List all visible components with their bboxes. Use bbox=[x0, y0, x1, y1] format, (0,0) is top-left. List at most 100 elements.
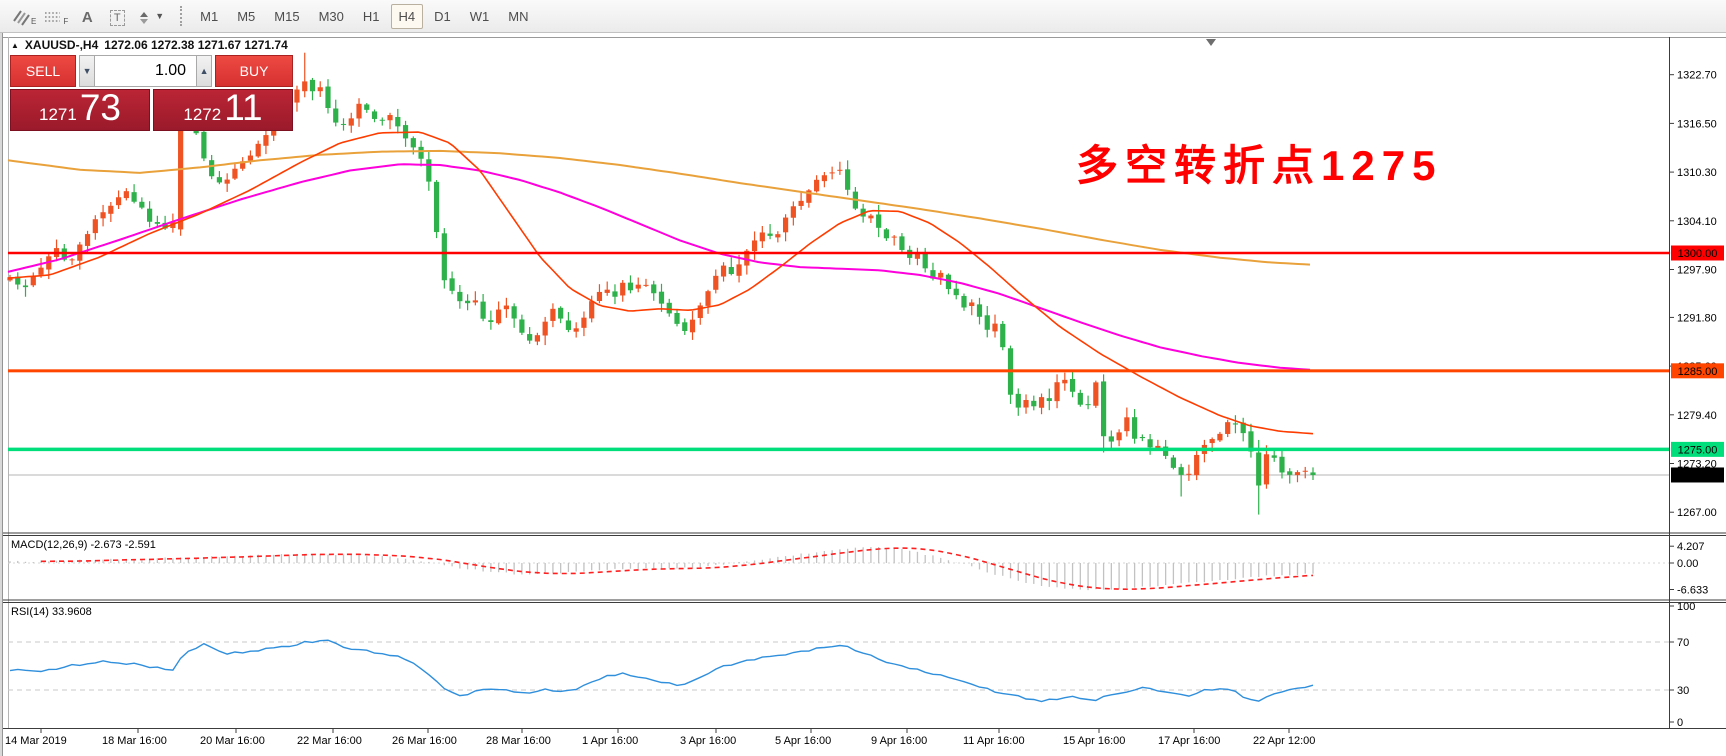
sell-price-panel[interactable]: 1271 73 bbox=[10, 89, 150, 131]
macd-axis-label: -6.633 bbox=[1677, 585, 1708, 597]
rsi-axis-label: 0 bbox=[1677, 717, 1683, 729]
candle-body bbox=[1186, 473, 1192, 475]
candle-body bbox=[115, 197, 122, 206]
candle-body bbox=[697, 305, 703, 319]
candle-body bbox=[224, 179, 230, 184]
level-price-badge bbox=[1671, 363, 1724, 379]
arrange-arrows-icon[interactable]: ▼ bbox=[132, 3, 168, 29]
candle-body bbox=[984, 315, 990, 330]
buy-price-panel[interactable]: 1272 11 bbox=[153, 89, 293, 131]
price-tick-label: 1291.80 bbox=[1677, 312, 1717, 324]
candle-body bbox=[201, 131, 207, 159]
candle-body bbox=[1023, 400, 1029, 408]
rsi-value: 33.9608 bbox=[51, 606, 92, 618]
time-axis-label: 15 Apr 16:00 bbox=[1063, 735, 1125, 747]
timeframe-button-D1[interactable]: D1 bbox=[426, 4, 459, 29]
ma-medium-line bbox=[7, 163, 1311, 371]
candle-body bbox=[1031, 400, 1037, 407]
price-tick-label: 1310.30 bbox=[1677, 167, 1717, 179]
candle-body bbox=[899, 236, 905, 250]
volume-stepper: ▼ 1.00 ▲ bbox=[79, 55, 213, 87]
candle-body bbox=[1132, 417, 1138, 439]
dropdown-caret-icon: ▼ bbox=[155, 11, 165, 21]
candle-body bbox=[1085, 404, 1091, 406]
candle-body bbox=[449, 278, 455, 291]
candle-body bbox=[511, 306, 517, 319]
candle-body bbox=[1000, 323, 1006, 348]
letter-a-glyph: A bbox=[81, 9, 93, 26]
candle-body bbox=[1147, 439, 1153, 448]
annotation-text: 多空转折点1275 bbox=[1076, 142, 1443, 189]
candle-body bbox=[620, 282, 626, 296]
candle-body bbox=[379, 119, 385, 121]
timeframe-button-H4[interactable]: H4 bbox=[390, 3, 424, 29]
candle-body bbox=[565, 320, 572, 330]
candle-body bbox=[798, 200, 804, 206]
candle-body bbox=[1054, 382, 1060, 402]
price-tick-label: 1316.50 bbox=[1677, 118, 1717, 130]
chart-header: ▲ XAUUSD-,H4 1272.06 1272.38 1271.67 127… bbox=[11, 38, 288, 52]
candle-body bbox=[294, 89, 300, 103]
candle-body bbox=[503, 305, 509, 310]
toolbar-drag-handle[interactable] bbox=[180, 6, 183, 26]
draw-crayons-icon[interactable]: E bbox=[8, 3, 40, 29]
candle-body bbox=[247, 155, 254, 161]
candle-body bbox=[666, 302, 672, 314]
candle-body bbox=[209, 160, 215, 177]
textbox-icon[interactable]: T bbox=[102, 3, 132, 29]
candle-body bbox=[302, 81, 308, 92]
timeframe-button-H1[interactable]: H1 bbox=[355, 4, 388, 29]
timeframe-button-M30[interactable]: M30 bbox=[311, 4, 352, 29]
crayons-glyph bbox=[13, 10, 30, 26]
price-tick-label: 1279.40 bbox=[1677, 410, 1717, 422]
candle-body bbox=[930, 270, 936, 279]
rsi-axis-label: 70 bbox=[1677, 637, 1689, 649]
candle-body bbox=[1116, 432, 1122, 441]
candle-body bbox=[1062, 379, 1068, 384]
buy-button[interactable]: BUY bbox=[215, 55, 293, 87]
candle-body bbox=[891, 236, 897, 238]
candle-body bbox=[371, 111, 378, 119]
window-left-border bbox=[0, 33, 3, 756]
icon-f-label: F bbox=[63, 17, 69, 26]
candle-body bbox=[38, 267, 44, 275]
timeframe-button-W1[interactable]: W1 bbox=[462, 4, 498, 29]
candle-body bbox=[775, 234, 781, 238]
macd-values: -2.673 -2.591 bbox=[90, 539, 156, 551]
timeframe-button-M5[interactable]: M5 bbox=[229, 4, 263, 29]
candle-body bbox=[1194, 454, 1200, 476]
timeframe-button-M1[interactable]: M1 bbox=[192, 4, 226, 29]
volume-input[interactable]: 1.00 bbox=[95, 55, 197, 87]
time-axis-label: 3 Apr 16:00 bbox=[680, 735, 736, 747]
candle-body bbox=[426, 159, 432, 182]
candle-body bbox=[767, 233, 773, 236]
collapse-arrow-icon[interactable]: ▲ bbox=[11, 40, 19, 50]
candle-body bbox=[821, 175, 827, 182]
chart-shift-marker-icon bbox=[1206, 39, 1216, 46]
grid-pattern-icon[interactable]: F bbox=[40, 3, 72, 29]
candle-body bbox=[1170, 457, 1176, 468]
text-label-icon[interactable]: A bbox=[72, 3, 102, 29]
candle-body bbox=[232, 168, 238, 179]
candle-body bbox=[84, 234, 91, 246]
volume-decrease-button[interactable]: ▼ bbox=[79, 55, 96, 87]
macd-signal-line bbox=[41, 547, 1314, 591]
time-axis-label: 18 Mar 16:00 bbox=[102, 735, 167, 747]
toolbar: E F A T ▼ M1 M5 M15 M30 H1 H4 D1 W1 MN bbox=[0, 0, 1726, 33]
timeframe-button-M15[interactable]: M15 bbox=[266, 4, 307, 29]
one-click-trade-panel: SELL ▼ 1.00 ▲ BUY 1271 73 1272 11 bbox=[10, 55, 293, 131]
candle-body bbox=[945, 274, 952, 290]
candle-body bbox=[736, 264, 742, 276]
candle-body bbox=[1155, 445, 1161, 449]
sell-button[interactable]: SELL bbox=[10, 55, 77, 87]
candle-body bbox=[100, 212, 106, 219]
candle-body bbox=[790, 206, 796, 218]
timeframe-button-MN[interactable]: MN bbox=[500, 4, 536, 29]
level-price-badge-label: 1300.00 bbox=[1678, 248, 1718, 260]
time-axis-label: 14 Mar 2019 bbox=[5, 735, 67, 747]
candle-body bbox=[1163, 446, 1169, 456]
volume-increase-button[interactable]: ▲ bbox=[196, 55, 213, 87]
candle-body bbox=[1279, 456, 1285, 473]
candle-body bbox=[976, 304, 983, 317]
